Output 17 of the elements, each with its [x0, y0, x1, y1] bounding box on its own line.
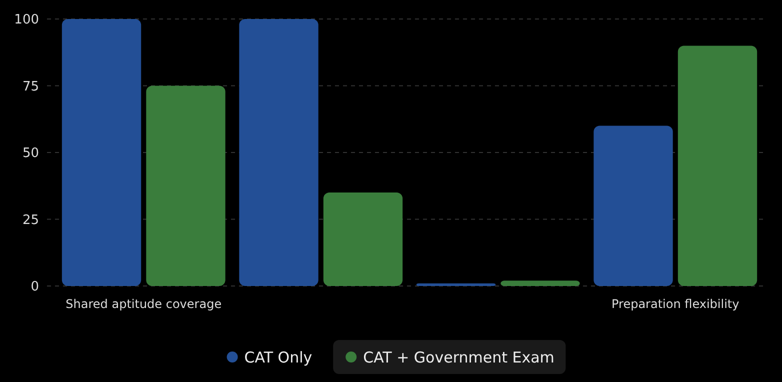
- x-tick-label: Shared aptitude coverage: [66, 297, 222, 311]
- y-tick-label: 25: [22, 212, 39, 228]
- y-tick-label: 75: [22, 79, 39, 94]
- x-tick-label: Preparation flexibility: [612, 297, 740, 311]
- bar: [323, 192, 403, 286]
- bar: [678, 46, 758, 286]
- legend-label: CAT + Government Exam: [363, 348, 554, 366]
- legend-label: CAT Only: [244, 348, 312, 366]
- bar: [146, 86, 226, 286]
- y-tick-label: 50: [22, 146, 39, 162]
- y-tick-label: 100: [14, 12, 39, 28]
- y-tick-label: 0: [30, 280, 39, 295]
- bar: [62, 19, 142, 286]
- bar: [416, 283, 496, 286]
- bar: [239, 19, 318, 286]
- bar: [500, 280, 580, 286]
- bar: [594, 126, 673, 286]
